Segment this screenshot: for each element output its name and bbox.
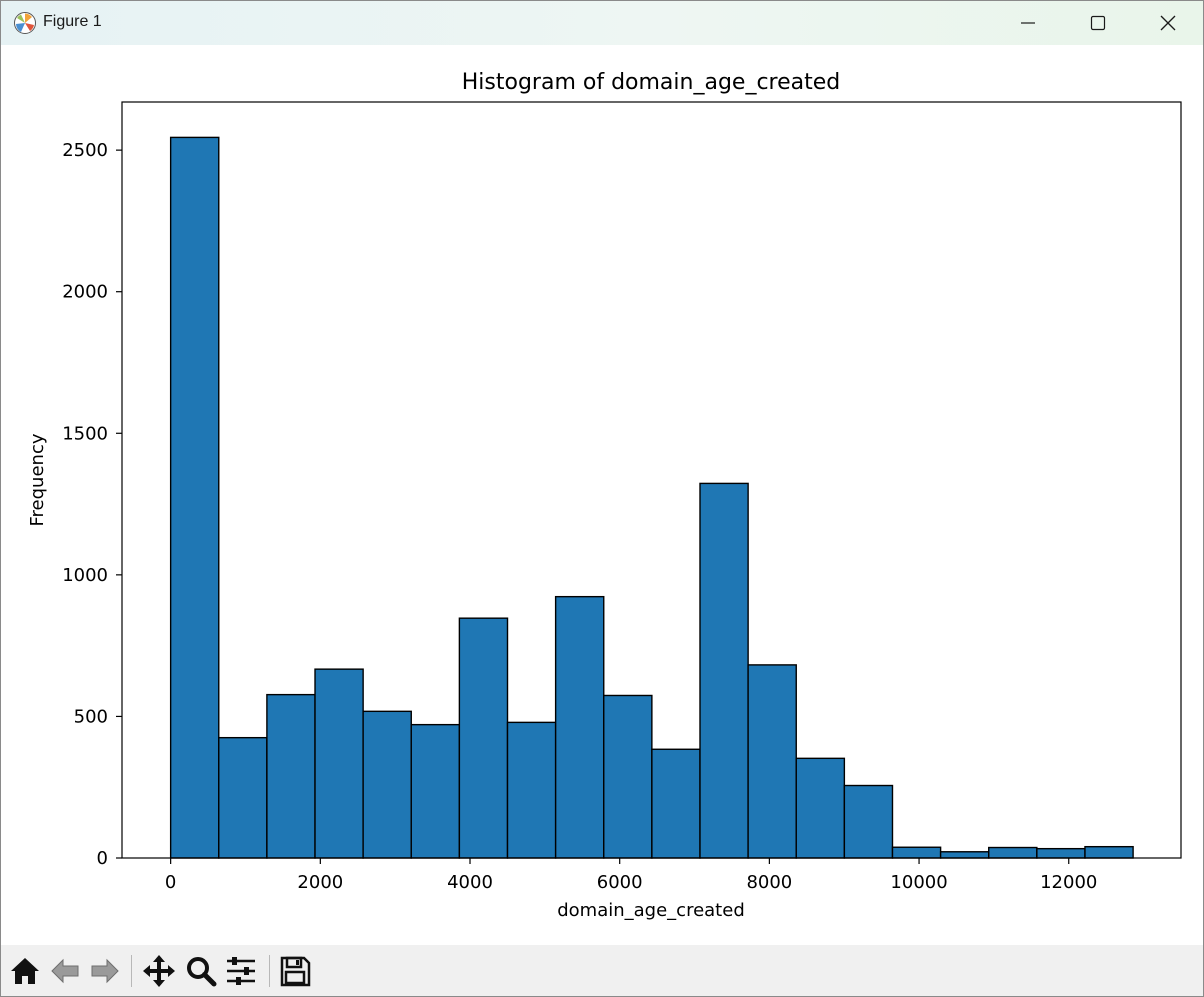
histogram-bar <box>1084 845 1134 859</box>
y-tick-label: 2500 <box>62 140 108 161</box>
y-tick-label: 1500 <box>62 423 108 444</box>
histogram-bar <box>891 846 942 859</box>
x-tick-label: 6000 <box>597 872 643 893</box>
zoom-button[interactable] <box>183 953 219 989</box>
histogram-bar <box>266 693 316 859</box>
histogram-bar <box>747 664 797 859</box>
home-icon <box>11 958 39 984</box>
minimize-icon <box>1021 22 1035 24</box>
x-tick-label: 0 <box>165 872 176 893</box>
histogram-bar <box>410 723 461 859</box>
histogram-bar <box>218 736 268 859</box>
toolbar-separator <box>269 955 270 987</box>
histogram-bar <box>699 482 749 859</box>
x-tick-label: 8000 <box>746 872 792 893</box>
y-axis-label: Frequency <box>27 433 48 526</box>
back-arrow-icon <box>51 958 79 984</box>
plot-frame <box>121 101 1182 859</box>
histogram-bar <box>458 617 509 859</box>
toolbar-separator <box>131 955 132 987</box>
x-tick-label: 12000 <box>1040 872 1097 893</box>
x-tick-label: 10000 <box>890 872 947 893</box>
histogram-bar <box>988 846 1038 859</box>
matplotlib-logo-icon <box>13 11 37 35</box>
histogram-bar <box>314 668 364 859</box>
histogram-bar <box>169 136 220 859</box>
histogram-bar <box>939 851 990 859</box>
histogram-bar <box>795 757 846 859</box>
close-button[interactable] <box>1133 1 1203 45</box>
y-tick-label: 0 <box>97 848 108 869</box>
back-button[interactable] <box>47 953 83 989</box>
y-tick-label: 1000 <box>62 565 108 586</box>
histogram-bar <box>651 748 701 859</box>
configure-subplots-icon <box>227 957 255 985</box>
histogram-bar <box>843 784 894 859</box>
histogram-bar <box>506 721 557 859</box>
histogram-bar <box>554 595 605 859</box>
figure-canvas[interactable]: Histogram of domain_age_created 0 2000 400… <box>1 45 1203 945</box>
y-tick-label: 2000 <box>62 282 108 303</box>
zoom-icon <box>187 957 217 987</box>
navigation-toolbar <box>1 945 1203 996</box>
maximize-icon <box>1090 15 1106 31</box>
y-tick-label: 500 <box>74 706 108 727</box>
maximize-button[interactable] <box>1063 1 1133 45</box>
histogram-chart: Histogram of domain_age_created 0 2000 400… <box>27 70 1182 921</box>
histogram-bar <box>603 694 653 859</box>
x-axis-label: domain_age_created <box>557 900 745 921</box>
save-icon <box>280 956 311 987</box>
chart-title: Histogram of domain_age_created <box>462 70 841 95</box>
forward-arrow-icon <box>91 958 119 984</box>
histogram-bar <box>362 710 412 859</box>
x-tick-label: 2000 <box>297 872 343 893</box>
histogram-bar <box>1036 847 1086 859</box>
close-icon <box>1160 15 1176 31</box>
title-bar[interactable]: Figure 1 <box>1 1 1203 45</box>
configure-subplots-button[interactable] <box>223 953 259 989</box>
home-button[interactable] <box>7 953 43 989</box>
pan-button[interactable] <box>141 953 177 989</box>
forward-button[interactable] <box>87 953 123 989</box>
save-button[interactable] <box>277 953 313 989</box>
pan-icon <box>143 955 175 987</box>
x-tick-label: 4000 <box>447 872 493 893</box>
minimize-button[interactable] <box>993 1 1063 45</box>
window-title: Figure 1 <box>43 13 102 30</box>
